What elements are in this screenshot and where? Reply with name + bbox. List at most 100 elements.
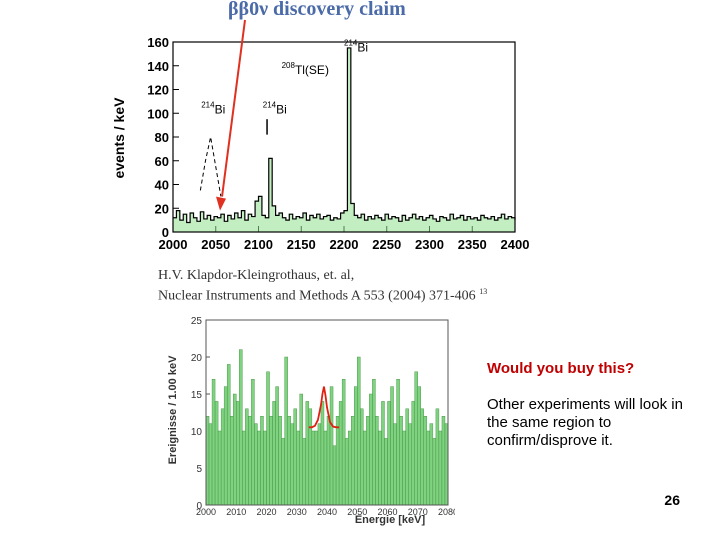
histogram-bar	[360, 408, 364, 506]
histogram-bar	[341, 378, 346, 506]
histogram-bar	[263, 430, 267, 506]
annotation-label: Tl(SE)	[295, 63, 329, 77]
histogram-bar	[296, 430, 300, 506]
top-x-tick-label: 2050	[201, 237, 230, 252]
histogram-bar	[272, 401, 276, 506]
bottom-histogram-chart: Ereignisse / 1.00 keV Energie [keV] 2000…	[167, 316, 455, 526]
histogram-bar	[217, 430, 222, 506]
citation-line-1: H.V. Klapdor-Kleingrothaus, et. al,	[158, 268, 355, 283]
top-x-tick-label: 2200	[330, 237, 359, 252]
citation-footnote: 13	[479, 287, 488, 296]
histogram-bar	[229, 415, 234, 506]
histogram-bar	[438, 430, 443, 506]
claim-arrow-head	[216, 196, 227, 211]
top-y-tick-label: 20	[155, 201, 169, 216]
bottom-y-tick-label: 5	[196, 464, 202, 475]
top-plot-frame	[172, 41, 516, 233]
top-x-tick-label: 2000	[159, 237, 188, 252]
histogram-bar	[311, 430, 316, 506]
histogram-bar	[290, 423, 294, 506]
claim-arrow-shaft	[221, 19, 246, 197]
histogram-bar	[350, 415, 355, 506]
histogram-bar	[266, 371, 270, 506]
histogram-bar	[423, 415, 428, 506]
svg-text:214Bi: 214Bi	[201, 100, 225, 116]
histogram-bar	[326, 415, 331, 506]
body-text: Other experiments will look in the same …	[487, 396, 683, 449]
histogram-bar	[281, 438, 285, 506]
histogram-bar	[417, 386, 421, 506]
histogram-bar	[344, 438, 349, 506]
histogram-bar	[248, 415, 252, 506]
svg-text:208Tl(SE): 208Tl(SE)	[282, 61, 329, 77]
bottom-y-tick-label: 25	[191, 316, 203, 327]
bottom-x-tick-label: 2020	[256, 507, 276, 517]
histogram-bar	[378, 430, 382, 506]
histogram-bar	[293, 408, 297, 506]
citation-line-2: Nuclear Instruments and Methods A 553 (2…	[158, 288, 476, 304]
histogram-bar	[426, 430, 431, 506]
histogram-bar	[317, 423, 322, 506]
top-y-axis-label: events / keV	[111, 97, 127, 179]
top-y-tick-label: 60	[155, 154, 169, 169]
top-y-tick-label: 0	[162, 225, 169, 240]
histogram-bar	[211, 378, 216, 506]
histogram-bar	[363, 430, 367, 506]
histogram-bar	[347, 430, 352, 506]
histogram-bar	[275, 386, 279, 506]
annotation-label: Bi	[276, 102, 287, 116]
top-x-tick-label: 2350	[458, 237, 487, 252]
top-spectrum-fill	[173, 47, 515, 232]
bottom-y-tick-label: 20	[191, 353, 203, 364]
bottom-x-tick-label: 2010	[226, 507, 246, 517]
histogram-bar	[420, 408, 424, 506]
histogram-bar	[375, 415, 379, 506]
histogram-bar	[441, 415, 446, 506]
histogram-bar	[429, 423, 434, 506]
histogram-bar	[287, 415, 291, 506]
peak-annotation: 208Tl(SE)	[282, 61, 329, 77]
peak-annotation: 214Bi	[263, 100, 287, 135]
histogram-bar	[269, 415, 273, 506]
slide-title: ββ0ν discovery claim	[228, 0, 406, 20]
histogram-bar	[405, 408, 409, 506]
histogram-bar	[320, 401, 325, 506]
histogram-bar	[384, 438, 388, 506]
histogram-bar	[226, 364, 231, 506]
histogram-bar	[366, 415, 370, 506]
top-x-tick-label: 2100	[244, 237, 273, 252]
histogram-bar	[299, 393, 303, 506]
bottom-x-tick-label: 2070	[408, 507, 428, 517]
histogram-bar	[408, 423, 412, 506]
svg-text:214Bi: 214Bi	[263, 100, 287, 116]
histogram-bar	[387, 401, 391, 506]
bottom-x-tick-label: 2050	[347, 507, 367, 517]
slide-number: 26	[664, 492, 680, 508]
histogram-bar	[305, 401, 310, 506]
bottom-plot-frame	[205, 319, 449, 506]
histogram-bar	[329, 386, 334, 506]
histogram-bar	[245, 408, 249, 506]
histogram-bar	[257, 430, 261, 506]
citation: H.V. Klapdor-Kleingrothaus, et. al, Nucl…	[158, 268, 558, 305]
top-y-tick-label: 120	[147, 83, 169, 98]
bottom-x-tick-label: 2060	[377, 507, 397, 517]
histogram-bar	[214, 401, 219, 506]
histogram-bar	[208, 423, 213, 506]
histogram-bar	[432, 438, 437, 506]
peak-annotation: 214Bi	[344, 39, 368, 55]
histogram-bar	[278, 415, 282, 506]
histogram-bar	[314, 430, 319, 506]
histogram-bar	[335, 415, 340, 506]
commentary: Would you buy this? Other experiments wi…	[487, 360, 702, 450]
signal-fit-curve	[308, 386, 340, 429]
annotation-isotope-mass: 214	[344, 39, 358, 48]
histogram-bar	[411, 401, 415, 506]
bottom-x-tick-label: 2030	[287, 507, 307, 517]
bottom-y-tick-label: 10	[191, 427, 203, 438]
histogram-bar	[372, 378, 376, 506]
histogram-bar	[393, 423, 397, 506]
top-y-tick-label: 160	[147, 35, 169, 50]
histogram-bar	[223, 386, 228, 506]
